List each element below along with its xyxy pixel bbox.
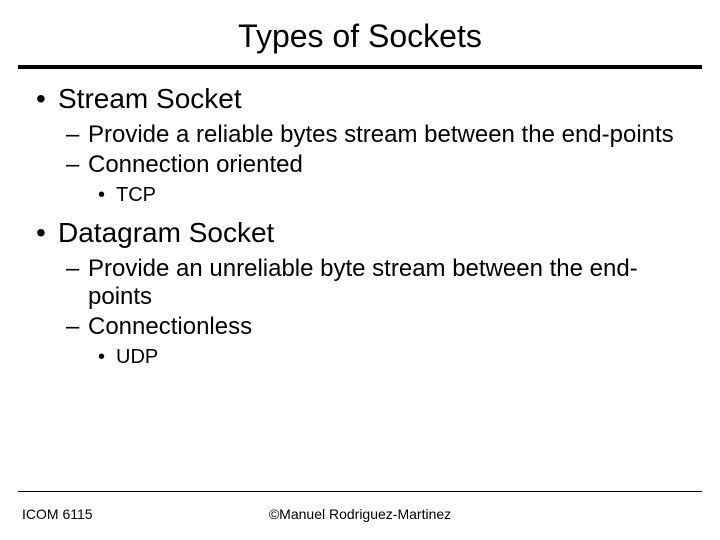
subbullet-datagram-unreliable: Provide an unreliable byte stream betwee… [66,255,698,312]
slide-title: Types of Sockets [0,0,720,65]
footer-divider [18,491,702,492]
slide: Types of Sockets Stream Socket Provide a… [0,0,720,540]
subsubbullet-udp: UDP [98,346,698,369]
subbullet-datagram-connectionless: Connectionless [66,313,698,341]
footer-copyright: ©Manuel Rodriguez-Martinez [0,506,720,522]
bullet-datagram-socket: Datagram Socket [36,217,698,249]
title-divider [18,65,702,69]
bullet-stream-socket: Stream Socket [36,83,698,115]
subbullet-stream-connection: Connection oriented [66,151,698,179]
subsubbullet-tcp: TCP [98,184,698,207]
slide-body: Stream Socket Provide a reliable bytes s… [0,83,720,369]
subbullet-stream-reliable: Provide a reliable bytes stream between … [66,121,698,149]
